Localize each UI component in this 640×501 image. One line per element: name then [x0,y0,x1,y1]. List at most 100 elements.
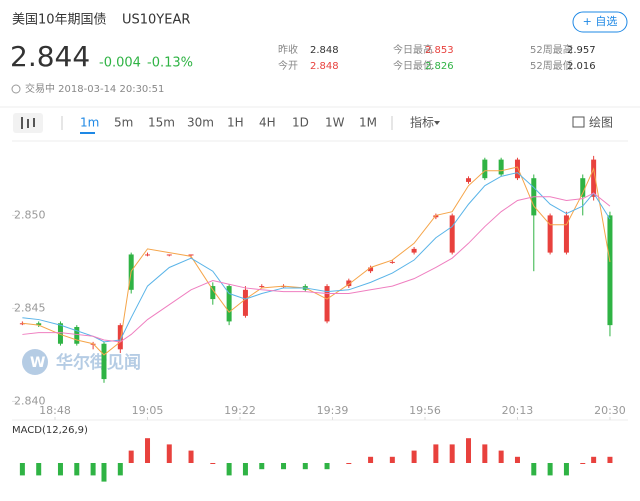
macd-bar [580,463,586,464]
candle-body [101,343,107,380]
x-tick-label: 20:13 [502,404,534,417]
indicator-menu[interactable]: 指标 [410,115,434,130]
candle-body [563,215,569,253]
stat-label: 今日最低 [393,59,433,72]
macd-bar [210,463,216,464]
stat-label: 今日最高 [393,43,433,56]
macd-bar [514,456,520,463]
x-tick-label: 19:22 [224,404,256,417]
candle-body [607,215,613,326]
y-tick-label: 2.845 [14,301,46,314]
macd-bar [433,444,439,463]
candle-body [259,286,265,288]
candles-icon[interactable] [13,113,43,133]
symbol: US10YEAR [122,13,190,28]
period-tab[interactable]: 15m [148,116,175,130]
period-tab[interactable]: 1W [325,116,345,130]
candle-body [389,261,395,263]
candle-body [57,323,63,344]
candle-body [74,327,80,344]
title: 美国10年期国债 [12,13,107,28]
dropdown-arrow [434,121,440,125]
macd-bar [591,456,597,463]
change: -0.004 [99,56,141,71]
macd-bar [188,450,194,463]
macd-bar [302,463,308,470]
stat-label: 52周最低 [530,59,573,72]
macd-bar [547,463,553,476]
stat-label: 52周最高 [530,43,573,56]
svg-text:W: W [30,355,45,371]
macd-bar [466,438,472,463]
period-tab[interactable]: 1H [227,116,244,130]
macd-label: MACD(12,26,9) [12,425,88,436]
moving-average [22,166,611,356]
stat-value: 2.848 [310,61,339,72]
candle-body [580,178,586,197]
macd-bar [411,450,417,463]
macd-bar [19,463,25,476]
status: 交易中 2018-03-14 20:30:51 [25,82,164,95]
candle-body [411,248,417,253]
macd-bar [90,463,96,476]
stat-value: 2.957 [567,45,596,56]
watermark-text: 华尔街见闻 [56,352,141,373]
period-tab[interactable]: 1D [292,116,309,130]
y-tick-label: 2.850 [14,208,46,221]
candle-body [591,159,597,197]
draw-button[interactable]: 绘图 [589,115,613,130]
candle-body [466,178,472,182]
clock-icon [11,84,21,94]
macd-bar [389,456,395,463]
stat-value: 2.853 [425,45,454,56]
macd-bar [74,463,80,476]
candle-body [210,286,216,300]
candle-body [498,159,504,175]
x-tick-label: 19:56 [409,404,441,417]
macd-bar [57,463,63,476]
draw-icon [572,116,585,128]
candle-body [117,325,123,350]
candle-body [368,267,374,272]
x-tick-label: 20:30 [594,404,626,417]
moving-average [22,172,611,343]
macd-bar [281,463,287,470]
watchlist-button[interactable] [572,11,628,33]
macd-bar [449,444,455,463]
period-tab[interactable]: 1m [80,116,99,130]
x-tick-label: 19:39 [317,404,349,417]
watermark: W [22,349,48,375]
macd-bar [101,463,107,482]
macd-bar [226,463,232,476]
price: 2.844 [10,40,90,73]
candle-body [346,280,352,287]
macd-bar [117,463,123,476]
period-tab[interactable]: 5m [114,116,133,130]
macd-bar [531,463,537,476]
stat-value: 2.848 [310,45,339,56]
macd-bar [128,450,134,463]
x-tick-label: 18:48 [39,404,71,417]
stat-value: 2.826 [425,61,454,72]
period-tab[interactable]: 30m [187,116,214,130]
candle-body [449,215,455,253]
period-tab[interactable]: 1M [359,116,377,130]
macd-bar [324,463,330,470]
watchlist-label[interactable]: + 自选 [583,15,618,28]
candle-body [242,289,248,316]
candle-body [547,215,553,253]
change-pct: -0.13% [147,56,193,71]
macd-bar [242,463,248,476]
y-tick-label: 2.840 [14,394,46,407]
period-tab[interactable]: 4H [259,116,276,130]
stat-label: 今开 [278,59,298,72]
x-tick-label: 19:05 [132,404,164,417]
macd-bar [259,463,265,470]
candle-body [36,323,42,326]
candle-body [188,254,194,256]
moving-average [22,192,611,343]
macd-bar [36,463,42,476]
candle-body [482,159,488,179]
candle-body [145,254,151,256]
